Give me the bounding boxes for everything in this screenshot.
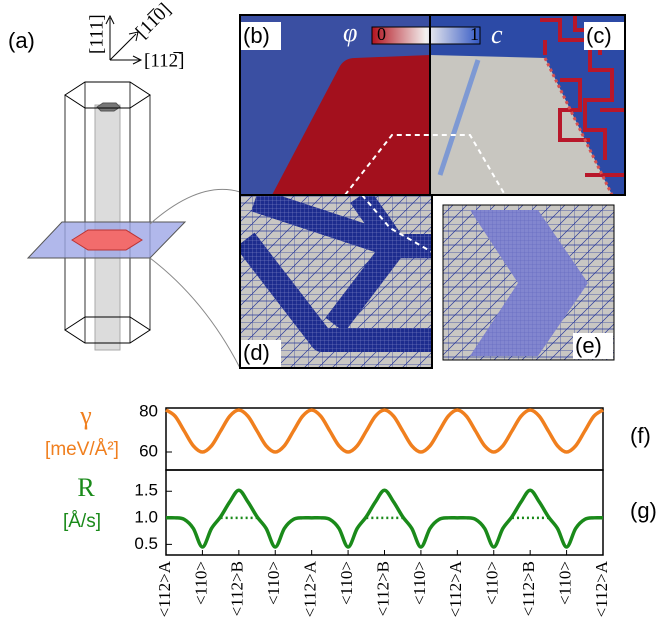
direction-label: [111] (86, 14, 107, 54)
data-line (166, 410, 603, 452)
panel-label: (a) (8, 28, 35, 53)
section-hexagon (72, 230, 142, 250)
x-tick-label: <112>B (519, 561, 538, 616)
zoom-line (150, 258, 240, 368)
panel-label: (g) (630, 498, 657, 523)
y-unit: [meV/Å²] (45, 439, 119, 460)
y-tick-label: 80 (139, 401, 158, 420)
x-tick-label: <112>A (592, 560, 611, 617)
panel-label: (c) (586, 23, 612, 48)
figure: (a) [111] [11̅0] [112̅] φ c 0 1 (b) (c) … (0, 0, 662, 639)
plot-frame (166, 408, 603, 470)
y-label: γ (79, 401, 92, 430)
colorbar-symbol: φ (343, 18, 357, 47)
y-unit: [Å/s] (63, 511, 101, 532)
y-tick-label: 60 (139, 441, 158, 460)
x-tick-label: <110> (191, 561, 210, 605)
prism-diagram (28, 16, 240, 368)
direction-label: [11̅0] (132, 0, 175, 43)
y-label: R (77, 473, 95, 502)
x-tick-label: <110> (483, 561, 502, 605)
colorbar-symbol: c (491, 20, 503, 49)
colorbar-tick: 1 (470, 24, 479, 44)
y-tick-label: 1.0 (134, 507, 158, 526)
colorbar (372, 27, 480, 44)
x-tick-label: <110> (264, 561, 283, 605)
panel-label: (b) (243, 23, 270, 48)
panel-label: (f) (630, 423, 651, 448)
panel-label: (e) (575, 333, 602, 358)
x-tick-label: <112>A (446, 560, 465, 617)
x-tick-label: <112>A (301, 560, 320, 617)
x-tick-label: <110> (337, 561, 356, 605)
rod-top (97, 103, 120, 111)
y-tick-label: 1.5 (134, 481, 158, 500)
y-tick-label: 0.5 (134, 534, 158, 553)
x-tick-label: <112>B (228, 561, 247, 616)
colorbar-tick: 0 (377, 24, 386, 44)
x-tick-label: <110> (555, 561, 574, 605)
x-tick-label: <112>A (155, 560, 174, 617)
x-tick-label: <110> (410, 561, 429, 605)
axis-arrow (110, 34, 136, 60)
direction-label: [112̅] (144, 50, 184, 71)
x-tick-label: <112>B (373, 561, 392, 616)
panel-label: (d) (243, 340, 270, 365)
zoom-line (150, 189, 240, 224)
plot-frame (166, 470, 603, 555)
